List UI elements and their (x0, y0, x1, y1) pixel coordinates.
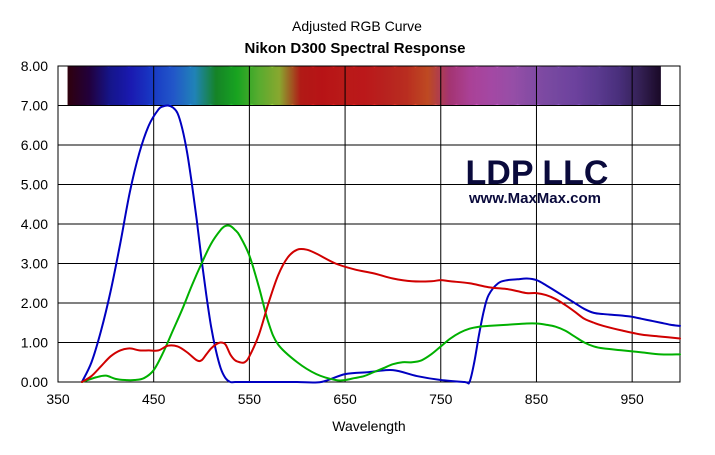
grid (57, 65, 681, 383)
spectrum-swatch (272, 66, 293, 106)
spectrum-swatch (456, 66, 477, 106)
spectrum-swatch (353, 66, 375, 106)
spectrum-swatch (558, 66, 580, 106)
spectrum-swatch (88, 66, 109, 106)
spectrum-swatch (149, 66, 170, 106)
spectrum-swatch (640, 66, 661, 106)
spectrum-swatch (497, 66, 518, 106)
spectrum-swatch (476, 66, 498, 106)
x-axis-ticks: 350 450 550 650 750 850 950 (46, 391, 644, 407)
watermark-title: LDP LLC (466, 154, 609, 192)
spectrum-swatch (313, 66, 334, 106)
spectrum-swatch (599, 66, 620, 106)
y-axis-ticks: 0.00 1.00 2.00 3.00 4.00 5.00 6.00 7.00 8.00 (21, 58, 48, 390)
spectrum-swatch (333, 66, 354, 106)
spectrum-swatch (67, 66, 89, 106)
x-tick-label: 350 (46, 391, 70, 407)
chart-title: Adjusted RGB Curve (292, 18, 422, 34)
spectrum-swatch (251, 66, 273, 106)
x-tick-label: 550 (238, 391, 262, 407)
y-tick-label: 6.00 (21, 137, 48, 153)
series-line (80, 247, 681, 383)
y-tick-label: 8.00 (21, 58, 48, 74)
y-tick-label: 5.00 (21, 177, 48, 193)
x-tick-label: 650 (333, 391, 357, 407)
spectrum-swatch (579, 66, 600, 106)
y-tick-label: 4.00 (21, 216, 48, 232)
series (80, 104, 681, 385)
spectrum-swatch (517, 66, 539, 106)
y-tick-label: 0.00 (21, 374, 48, 390)
spectrum-swatch (108, 66, 129, 106)
y-tick-label: 1.00 (21, 335, 48, 351)
x-tick-label: 850 (525, 391, 549, 407)
spectrum-strip (67, 66, 661, 106)
spectrum-swatch (374, 66, 395, 106)
series-line (80, 224, 681, 383)
spectrum-swatch (538, 66, 559, 106)
spectrum-swatch (128, 66, 150, 106)
spectrum-swatch (415, 66, 436, 106)
chart-subtitle: Nikon D300 Spectral Response (245, 40, 466, 57)
spectrum-swatch (394, 66, 416, 106)
spectrum-swatch (435, 66, 457, 106)
y-tick-label: 7.00 (21, 98, 48, 114)
spectrum-swatch (292, 66, 314, 106)
spectrum-band (67, 66, 661, 106)
y-tick-label: 2.00 (21, 295, 48, 311)
x-tick-label: 750 (429, 391, 453, 407)
watermark-url: www.MaxMax.com (468, 190, 601, 207)
spectrum-swatch (619, 66, 641, 106)
spectrum-swatch (231, 66, 252, 106)
spectrum-swatch (210, 66, 232, 106)
spectrum-swatch (190, 66, 211, 106)
x-tick-label: 450 (142, 391, 166, 407)
x-tick-label: 950 (620, 391, 644, 407)
x-axis-label: Wavelength (332, 418, 405, 434)
series-line (80, 104, 681, 385)
spectrum-swatch (169, 66, 191, 106)
y-tick-label: 3.00 (21, 256, 48, 272)
